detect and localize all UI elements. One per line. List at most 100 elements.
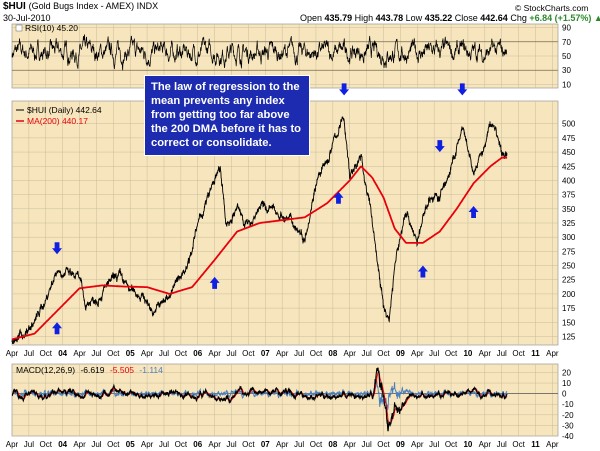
macd-tick-label: 20 bbox=[562, 368, 571, 377]
high-label: High bbox=[354, 13, 374, 23]
price-line bbox=[11, 116, 508, 344]
x-axis-lower-label: Jul bbox=[294, 440, 304, 449]
x-axis-upper-label: Apr bbox=[546, 349, 559, 358]
open-label: Open bbox=[300, 13, 323, 23]
x-axis-upper: Apr Jul Oct 04 Apr Jul Oct 05 Apr Jul Oct 06 Apr Jul O… bbox=[6, 349, 559, 358]
x-axis-lower-label: Apr bbox=[208, 440, 221, 449]
callout-box: The law of regression to the mean preven… bbox=[144, 75, 310, 156]
x-axis-lower-label: 06 bbox=[193, 440, 202, 449]
credit: © StockCharts.com bbox=[515, 3, 589, 13]
x-axis-lower-label: Apr bbox=[411, 440, 424, 449]
quote-date: 30-Jul-2010 bbox=[3, 13, 51, 23]
price-tick-label: 225 bbox=[562, 276, 576, 285]
up-triangle-icon: ▲ bbox=[593, 13, 600, 23]
price-tick-label: 325 bbox=[562, 219, 576, 228]
macd-tick-label: 0 bbox=[562, 390, 567, 399]
x-axis-upper-label: Oct bbox=[310, 349, 323, 358]
x-axis-upper-label: 10 bbox=[463, 349, 472, 358]
rsi-tick-label: 10 bbox=[562, 80, 571, 89]
x-axis-lower-label: Apr bbox=[141, 440, 154, 449]
x-axis-lower: Apr Jul Oct 04 Apr Jul Oct 05 Apr Jul Oct 06 Apr Jul O… bbox=[6, 440, 559, 449]
price-tick-label: 125 bbox=[562, 332, 576, 341]
macd-tick-label: -30 bbox=[562, 421, 574, 430]
x-axis-lower-label: Oct bbox=[175, 440, 188, 449]
close-label: Close bbox=[454, 13, 478, 23]
x-axis-upper-label: Oct bbox=[377, 349, 390, 358]
x-axis-lower-label: Jul bbox=[429, 440, 439, 449]
open-value: 435.79 bbox=[324, 13, 353, 23]
x-axis-lower-label: Oct bbox=[107, 440, 120, 449]
x-axis-upper-label: Oct bbox=[40, 349, 53, 358]
x-axis-lower-label: Oct bbox=[310, 440, 323, 449]
ma200-line bbox=[11, 156, 508, 341]
x-axis-lower-label: Oct bbox=[512, 440, 525, 449]
up-arrow-icon bbox=[417, 265, 428, 278]
macd-legend-label: MACD(12,26,9) bbox=[16, 365, 75, 375]
price-tick-label: 400 bbox=[562, 176, 576, 185]
x-axis-upper-label: Jul bbox=[362, 349, 372, 358]
macd-tick-label: -20 bbox=[562, 411, 574, 420]
x-axis-upper-label: 07 bbox=[261, 349, 270, 358]
macd-legend-hist: -1.114 bbox=[139, 365, 163, 375]
macd-legend-value: -6.619 bbox=[80, 365, 104, 375]
price-tick-label: 350 bbox=[562, 205, 576, 214]
x-axis-upper-label: Oct bbox=[242, 349, 255, 358]
chg-value: +6.84 (+1.57%) bbox=[529, 13, 592, 23]
rsi-tick-label: 90 bbox=[562, 24, 571, 33]
up-arrow-icon bbox=[333, 191, 344, 204]
legends: RSI(10) 45.20 $HUI (Daily) 442.64 MA(200… bbox=[15, 23, 163, 375]
macd-line bbox=[11, 367, 508, 432]
x-axis-upper-label: 05 bbox=[126, 349, 135, 358]
x-axis-upper-label: Apr bbox=[344, 349, 357, 358]
index-name: (Gold Bugs Index - AMEX) INDX bbox=[28, 1, 159, 11]
down-arrow-icon bbox=[52, 242, 63, 255]
rsi-tick-label: 70 bbox=[562, 38, 571, 47]
x-axis-lower-label: Oct bbox=[377, 440, 390, 449]
x-axis-upper-label: Jul bbox=[429, 349, 439, 358]
price-tick-label: 300 bbox=[562, 233, 576, 242]
macd-tick-label: 10 bbox=[562, 379, 571, 388]
down-arrow-icon bbox=[339, 83, 350, 96]
x-axis-upper-label: 11 bbox=[531, 349, 540, 358]
x-axis-upper-label: 06 bbox=[193, 349, 202, 358]
x-axis-lower-label: Apr bbox=[73, 440, 86, 449]
x-axis-lower-label: Jul bbox=[159, 440, 169, 449]
price-tick-label: 425 bbox=[562, 162, 576, 171]
rsi-legend-swatch bbox=[15, 24, 23, 32]
price-tick-label: 250 bbox=[562, 262, 576, 271]
x-axis-upper-label: Apr bbox=[411, 349, 424, 358]
x-axis-upper-label: 08 bbox=[328, 349, 337, 358]
up-arrow-icon bbox=[209, 276, 220, 289]
price-tick-label: 200 bbox=[562, 290, 576, 299]
price-tick-label: 500 bbox=[562, 120, 576, 129]
x-axis-lower-label: Apr bbox=[479, 440, 492, 449]
up-arrow-icon bbox=[468, 205, 479, 218]
macd-background bbox=[11, 363, 559, 437]
quote-ohlc: Open 435.79 High 443.78 Low 435.22 Close… bbox=[300, 13, 600, 23]
x-axis-lower-label: 08 bbox=[328, 440, 337, 449]
low-label: Low bbox=[405, 13, 423, 23]
x-axis-upper-label: Jul bbox=[24, 349, 34, 358]
x-axis-lower-label: 10 bbox=[463, 440, 472, 449]
x-axis-lower-label: Jul bbox=[226, 440, 236, 449]
x-axis-upper-label: Apr bbox=[208, 349, 221, 358]
x-axis-upper-label: 09 bbox=[396, 349, 405, 358]
x-axis-upper-label: Apr bbox=[6, 349, 19, 358]
macd-legend: MACD(12,26,9) -6.619 -5.505 -1.114 bbox=[16, 365, 163, 375]
x-axis-upper-label: Oct bbox=[512, 349, 525, 358]
x-axis-upper-label: Oct bbox=[445, 349, 458, 358]
x-axis-lower-label: 11 bbox=[531, 440, 540, 449]
rsi-legend: RSI(10) 45.20 bbox=[25, 23, 78, 33]
ma-legend: MA(200) 440.17 bbox=[27, 116, 88, 126]
up-arrow-icon bbox=[52, 322, 63, 335]
x-axis-lower-label: Apr bbox=[344, 440, 357, 449]
x-axis-upper-label: Oct bbox=[107, 349, 120, 358]
low-value: 435.22 bbox=[424, 13, 453, 23]
x-axis-lower-label: 04 bbox=[58, 440, 67, 449]
x-axis-lower-label: 05 bbox=[126, 440, 135, 449]
symbol-text: $HUI bbox=[3, 1, 26, 12]
price-tick-label: 275 bbox=[562, 247, 576, 256]
x-axis-upper-label: 04 bbox=[58, 349, 67, 358]
x-axis-lower-label: Oct bbox=[242, 440, 255, 449]
x-axis-upper-label: Apr bbox=[276, 349, 289, 358]
